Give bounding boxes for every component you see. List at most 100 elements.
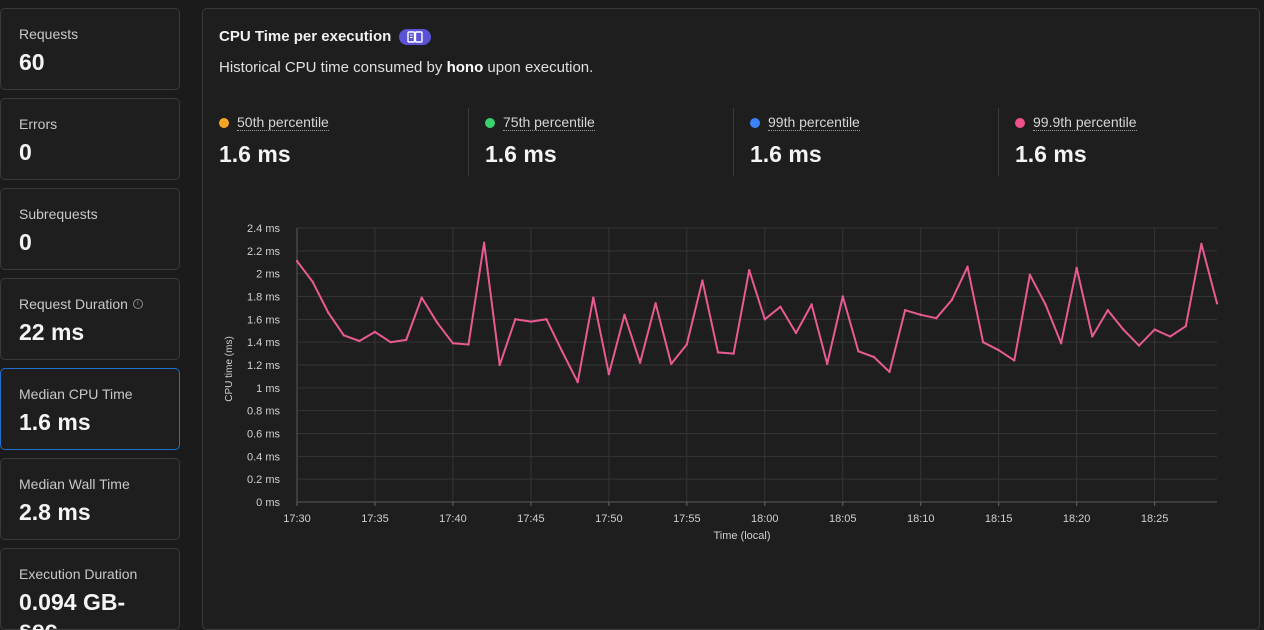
data-point: [748, 269, 751, 272]
data-point: [592, 296, 595, 299]
data-point: [981, 340, 985, 344]
docs-book-icon[interactable]: [399, 28, 432, 45]
metric-value: 0: [19, 229, 32, 255]
data-point: [1044, 303, 1047, 306]
metric-label: Requests: [19, 25, 161, 43]
info-icon[interactable]: i: [132, 299, 143, 309]
x-tick-label: 18:10: [907, 513, 935, 525]
data-point: [1091, 335, 1094, 338]
metric-card-median-wall-time[interactable]: Median Wall Time 2.8 ms: [0, 458, 180, 540]
x-tick-label: 17:45: [517, 513, 545, 525]
y-tick-label: 2.4 ms: [247, 223, 281, 235]
data-point: [825, 362, 829, 366]
data-point: [919, 313, 922, 316]
y-tick-label: 1.4 ms: [247, 337, 281, 349]
metric-label: Median Wall Time: [19, 475, 161, 493]
legend-dot-icon: [750, 118, 760, 128]
metric-label: Request Duration i: [19, 295, 161, 313]
metric-card-execution-duration[interactable]: Execution Duration 0.094 GB-sec: [0, 548, 180, 630]
metric-card-errors[interactable]: Errors 0: [0, 98, 180, 180]
metric-label: Subrequests: [19, 205, 161, 223]
y-tick-label: 1.6 ms: [247, 314, 281, 326]
percentile-label[interactable]: 50th percentile: [219, 114, 468, 132]
data-point: [716, 351, 720, 354]
metric-value: 2.8 ms: [19, 499, 91, 525]
legend-dot-icon: [485, 118, 495, 128]
x-tick-label: 18:20: [1063, 513, 1091, 525]
data-point: [373, 330, 377, 334]
x-tick-label: 17:50: [595, 513, 623, 525]
data-point: [888, 370, 891, 374]
data-point: [794, 331, 798, 335]
data-point: [451, 342, 455, 345]
data-point: [1075, 266, 1078, 270]
data-point: [685, 343, 689, 346]
percentile-value: 1.6 ms: [750, 141, 822, 167]
metric-card-subrequests[interactable]: Subrequests 0: [0, 188, 180, 270]
data-point: [950, 298, 954, 302]
panel-title: CPU Time per execution: [219, 28, 432, 45]
percentile-label[interactable]: 99.9th percentile: [1015, 114, 1263, 132]
worker-name: hono: [446, 59, 484, 76]
data-point: [841, 295, 844, 298]
metric-label: Median CPU Time: [19, 385, 161, 403]
percentile-label[interactable]: 75th percentile: [485, 114, 733, 132]
data-point: [966, 265, 969, 269]
data-point: [1215, 302, 1219, 305]
data-point: [1122, 328, 1125, 331]
metric-label: Errors: [19, 115, 161, 133]
data-point: [810, 303, 813, 306]
x-axis-title: Time (local): [713, 530, 770, 542]
x-tick-label: 18:05: [829, 513, 857, 525]
subtitle-suffix: upon execution.: [487, 59, 594, 76]
percentile-label-text: 50th percentile: [237, 114, 329, 131]
metric-card-median-cpu-time[interactable]: Median CPU Time 1.6 ms: [0, 368, 180, 450]
percentile-item: 50th percentile 1.6 ms: [203, 108, 468, 176]
data-point: [872, 355, 876, 359]
x-tick-label: 17:40: [439, 513, 467, 525]
metric-card-request-duration[interactable]: Request Duration i 22 ms: [0, 278, 180, 360]
percentile-label-text: 99.9th percentile: [1033, 114, 1137, 131]
percentile-label[interactable]: 99th percentile: [750, 114, 998, 132]
y-tick-label: 1.2 ms: [247, 360, 281, 372]
x-tick-label: 18:00: [751, 513, 779, 525]
metric-label-text: Requests: [19, 26, 79, 42]
data-point: [1013, 359, 1016, 362]
data-point: [1184, 324, 1188, 328]
percentile-item: 75th percentile 1.6 ms: [468, 108, 733, 176]
y-axis-title: CPU time (ms): [224, 336, 235, 402]
data-point: [1137, 344, 1141, 347]
data-point: [701, 279, 704, 282]
data-point: [420, 296, 423, 299]
metric-label-text: Request Duration: [19, 296, 128, 312]
metric-value: 22 ms: [19, 319, 85, 345]
data-point: [1200, 242, 1203, 246]
data-point: [326, 311, 330, 314]
data-point: [607, 372, 611, 376]
data-point: [295, 259, 299, 263]
metric-label-text: Errors: [19, 116, 58, 132]
percentile-label-text: 75th percentile: [503, 114, 595, 131]
metric-label-text: Execution Duration: [19, 566, 138, 582]
data-point: [1169, 335, 1172, 338]
x-tick-label: 17:30: [283, 513, 311, 525]
data-point: [670, 362, 673, 366]
data-point: [935, 316, 938, 320]
percentile-value: 1.6 ms: [219, 141, 291, 167]
metric-card-requests[interactable]: Requests 60: [0, 8, 180, 90]
data-point: [638, 361, 642, 364]
y-tick-label: 0.2 ms: [247, 474, 281, 486]
data-point: [857, 350, 860, 353]
data-point: [529, 320, 533, 323]
data-point: [467, 343, 470, 346]
percentile-item: 99.9th percentile 1.6 ms: [998, 108, 1263, 176]
data-point: [1153, 328, 1156, 331]
x-tick-label: 18:25: [1141, 513, 1169, 525]
data-point: [903, 309, 907, 312]
data-point: [1106, 309, 1110, 312]
percentile-label-text: 99th percentile: [768, 114, 860, 131]
data-point: [342, 334, 345, 337]
metric-value: 60: [19, 49, 45, 75]
metric-label-text: Median Wall Time: [19, 476, 130, 492]
data-point: [545, 318, 548, 321]
